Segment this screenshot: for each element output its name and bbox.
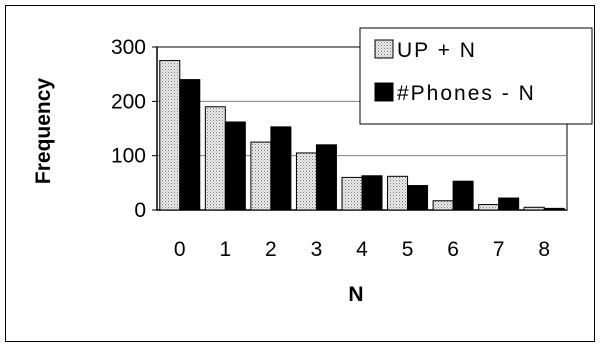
x-axis-title: N (348, 283, 363, 306)
legend-label-phones-n: #Phones - N (397, 82, 536, 105)
legend-label-up-n: UP + N (397, 39, 477, 62)
legend: UP + N #Phones - N (359, 27, 593, 125)
bar-phones-n-4 (361, 175, 383, 211)
legend-swatch-up-n (374, 39, 394, 59)
chart-frame (5, 5, 595, 342)
bar-phones-n-5 (407, 185, 429, 211)
y-axis-title: Frequency (32, 78, 55, 185)
bars (159, 60, 565, 211)
y-tick-label: 100 (111, 145, 146, 168)
y-tick-label: 200 (111, 90, 146, 113)
bar-up-n-2 (250, 141, 272, 211)
x-tick-label: 3 (311, 238, 323, 261)
x-tick-label: 7 (493, 238, 505, 261)
bar-up-n-1 (204, 106, 226, 211)
bar-up-n-5 (387, 175, 409, 211)
x-tick-label: 4 (356, 238, 368, 261)
bar-phones-n-1 (224, 121, 246, 211)
bar-phones-n-0 (179, 79, 201, 211)
legend-box (359, 27, 593, 125)
bar-up-n-7 (478, 204, 500, 211)
bar-phones-n-6 (452, 180, 474, 211)
y-tick-label: 300 (111, 36, 146, 59)
x-tick-label: 8 (538, 238, 550, 261)
x-tick-label: 6 (447, 238, 459, 261)
y-tick-label: 0 (134, 199, 146, 222)
bar-up-n-3 (295, 152, 317, 211)
bar-phones-n-7 (498, 197, 520, 211)
bar-phones-n-3 (315, 144, 337, 211)
bar-phones-n-2 (270, 126, 292, 211)
x-tick-label: 1 (219, 238, 231, 261)
x-tick-labels: 0 1 2 3 4 5 6 7 8 (174, 238, 550, 261)
y-tick-labels: 0 100 200 300 (111, 36, 157, 222)
bar-up-n-6 (432, 200, 454, 211)
x-tick-label: 5 (402, 238, 414, 261)
legend-swatch-phones-n (374, 82, 394, 102)
x-tick-label: 2 (265, 238, 277, 261)
bar-up-n-4 (341, 176, 363, 211)
bar-up-n-0 (159, 60, 181, 211)
x-tick-label: 0 (174, 238, 186, 261)
